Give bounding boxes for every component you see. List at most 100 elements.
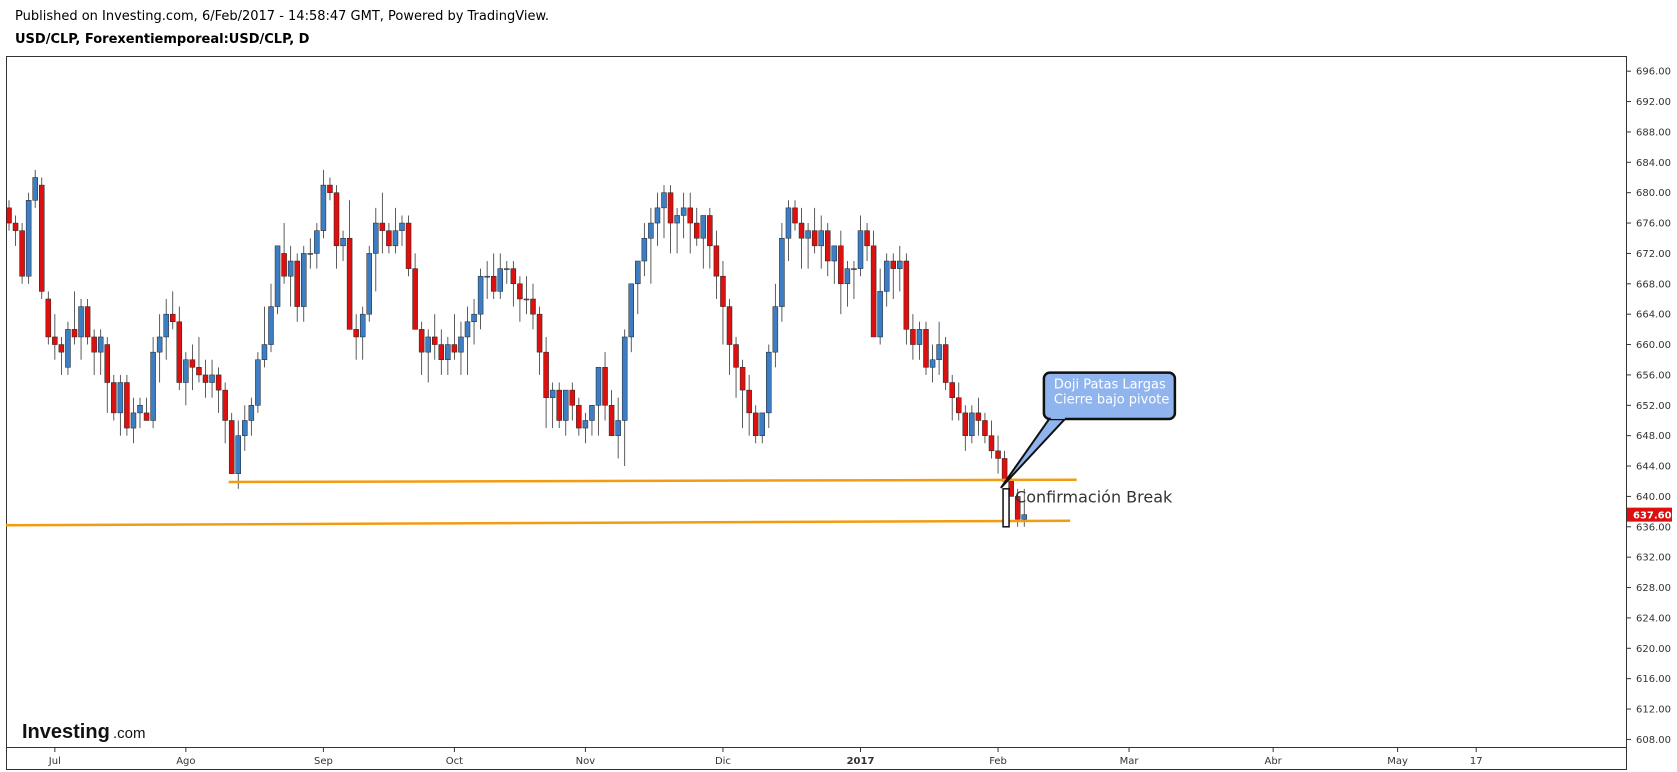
candle	[674, 207, 680, 254]
candle	[766, 344, 772, 429]
candle	[870, 230, 877, 338]
candle	[949, 374, 955, 421]
y-tick-label: 672.00	[1636, 249, 1671, 260]
candle	[759, 412, 765, 444]
candle	[1001, 450, 1008, 482]
y-tick-label: 648.00	[1636, 431, 1671, 442]
candle	[635, 260, 641, 315]
x-axis: Jul Ago Sep Oct Nov Dic 2017 Feb Mar Abr May 17	[48, 747, 1483, 767]
candle	[563, 389, 569, 436]
candle	[91, 329, 97, 375]
x-tick-label: 17	[1470, 756, 1483, 767]
candle	[648, 207, 654, 284]
candle	[117, 374, 124, 436]
candle	[170, 291, 176, 330]
candle	[25, 192, 32, 284]
candle	[549, 382, 556, 429]
candle	[654, 192, 661, 246]
candle	[274, 245, 281, 315]
candle	[942, 336, 949, 391]
candle	[831, 245, 838, 284]
confirm-break-label: Confirmación Break	[1015, 487, 1173, 506]
candle	[680, 192, 687, 239]
candle	[910, 314, 916, 360]
candle	[641, 223, 648, 277]
candle	[340, 230, 346, 262]
candle	[752, 405, 759, 444]
callout-text-line: Cierre bajo pivote	[1054, 393, 1170, 408]
candle	[183, 352, 189, 406]
candle	[6, 200, 12, 231]
candle	[425, 329, 431, 383]
investing-logo: Investing .com	[22, 721, 146, 743]
candle	[667, 185, 674, 254]
doji-box	[1002, 488, 1010, 528]
last-price-tag: 637.60	[1627, 507, 1672, 522]
candle	[124, 374, 130, 436]
y-tick-label: 676.00	[1636, 219, 1671, 230]
candle	[825, 223, 831, 277]
candle	[320, 169, 327, 239]
candle	[333, 185, 340, 269]
candle	[209, 359, 215, 398]
candle	[726, 298, 733, 375]
candle	[130, 397, 137, 444]
candle	[517, 276, 523, 322]
candle	[438, 329, 445, 375]
candle	[818, 215, 824, 269]
candle	[733, 336, 739, 398]
candle	[215, 367, 222, 413]
candle	[857, 215, 864, 277]
candle	[956, 382, 962, 421]
candle	[707, 207, 713, 269]
candle	[150, 336, 156, 429]
candle	[202, 359, 209, 398]
y-tick-label: 608.00	[1636, 735, 1671, 746]
candle	[235, 420, 241, 489]
candle	[84, 298, 91, 345]
candle	[497, 253, 503, 299]
logo-suffix: .com	[113, 725, 146, 742]
last-price-label: 637.60	[1633, 511, 1672, 522]
x-tick-label: May	[1387, 756, 1408, 767]
candle	[261, 306, 268, 368]
candle	[32, 169, 38, 208]
candle	[294, 253, 300, 322]
candle	[851, 261, 857, 299]
candle	[798, 207, 805, 269]
candle	[995, 435, 1001, 474]
candle	[222, 382, 228, 444]
candle	[359, 306, 366, 360]
published-info: Published on Investing.com, 6/Feb/2017 -…	[15, 9, 550, 24]
candle	[903, 253, 910, 345]
candle	[490, 253, 497, 299]
candle	[883, 253, 890, 307]
y-tick-label: 640.00	[1636, 492, 1671, 503]
candle	[589, 405, 595, 436]
candle	[405, 215, 412, 277]
y-tick-label: 636.00	[1636, 522, 1671, 533]
candle	[982, 412, 988, 444]
candle	[19, 223, 25, 284]
candle	[700, 215, 707, 269]
candle	[287, 245, 294, 307]
candle	[746, 374, 752, 436]
candle	[477, 268, 484, 330]
candle	[582, 412, 589, 444]
candle	[373, 207, 379, 292]
candle	[228, 412, 235, 474]
candles-layer	[6, 169, 1027, 527]
candle	[176, 306, 183, 391]
logo-main: Investing	[22, 721, 110, 743]
candle	[104, 336, 110, 413]
candle	[281, 223, 287, 284]
candle	[543, 336, 549, 429]
support-line	[5, 519, 1071, 527]
y-tick-label: 644.00	[1636, 462, 1671, 473]
candle	[602, 352, 608, 421]
candle	[137, 397, 143, 429]
y-tick-label: 656.00	[1636, 370, 1671, 381]
